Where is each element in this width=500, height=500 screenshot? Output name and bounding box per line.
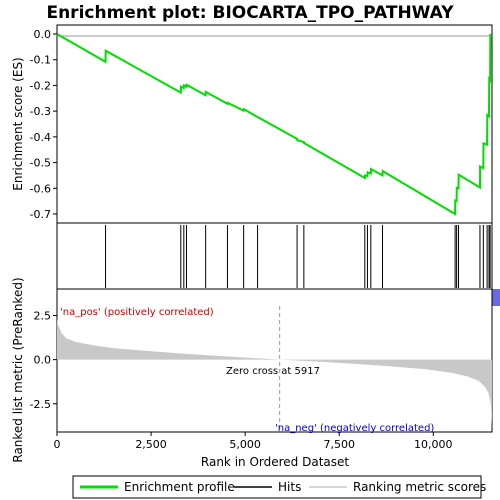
es-y-tick-label: -0.6 [30,182,51,195]
es-y-tick-label: -0.7 [30,208,51,221]
es-y-tick-label: -0.3 [30,105,51,118]
enrichment-profile-line [56,33,492,216]
legend-box [72,475,482,499]
hits-plot-area [56,222,493,290]
es-y-axis-label: Enrichment score (ES) [11,57,25,190]
metric-y-axis-label: Ranked list metric (PreRanked) [11,277,25,462]
hit-lines [105,225,491,288]
es-plot-area [56,24,493,224]
chart-title: Enrichment plot: BIOCARTA_TPO_PATHWAY [46,3,454,23]
es-y-tick-label: -0.2 [30,79,51,92]
metric-y-ticks: 2.5 0.0 -2.5 [30,309,57,411]
x-tick-label: 2,500 [135,438,167,451]
x-tick-label: 0 [54,438,61,451]
legend-enrichment-label: Enrichment profile [124,480,235,494]
zero-cross-label: Zero cross at 5917 [226,366,320,377]
pos-label: 'na_pos' (positively correlated) [60,307,214,318]
es-y-tick-label: -0.4 [30,131,51,144]
legend-metric-label: Ranking metric scores [353,480,486,494]
x-tick-label: 7,500 [323,438,355,451]
es-y-tick-label: -0.5 [30,157,51,170]
neg-label: 'na_neg' (negatively correlated) [275,423,434,434]
metric-y-tick-label: 2.5 [34,309,52,322]
legend: Enrichment profile Hits Ranking metric s… [72,475,486,499]
metric-y-tick-label: -2.5 [30,398,51,411]
es-y-tick-label: -0.1 [30,54,51,67]
hits-panel [56,222,493,290]
es-y-tick-label: 0.0 [34,28,52,41]
ranked-metric-panel: 2.5 0.0 -2.5 0 2,500 5,000 7,500 10,000 'na_po… [11,277,493,469]
x-axis-label: Rank in Ordered Dataset [201,455,349,469]
x-tick-label: 5,000 [229,438,261,451]
metric-x-ticks: 0 2,500 5,000 7,500 10,000 [54,432,453,451]
es-y-ticks: 0.0 -0.1 -0.2 -0.3 -0.4 -0.5 -0.6 -0.7 [30,28,57,221]
x-tick-label: 10,000 [414,438,453,451]
metric-y-tick-label: 0.0 [34,354,52,367]
legend-hits-label: Hits [278,480,301,494]
enrichment-score-panel: 0.0 -0.1 -0.2 -0.3 -0.4 -0.5 -0.6 -0.7 Enrichme… [11,24,493,224]
